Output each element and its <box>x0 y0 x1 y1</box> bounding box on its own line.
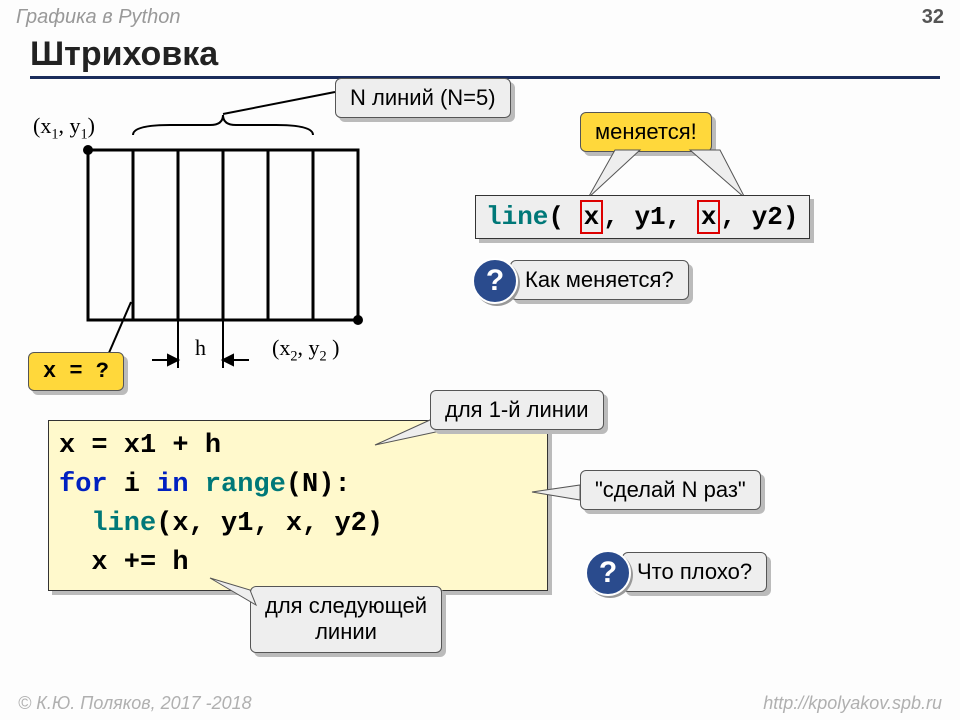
callout-first-line: для 1-й линии <box>430 390 604 430</box>
main-code-block: x = x1 + h for i in range(N): line(x, y1… <box>48 420 548 591</box>
question-icon-2: ? <box>585 550 631 596</box>
question-icon: ? <box>472 258 518 304</box>
slide-footer: © К.Ю. Поляков, 2017 -2018 http://kpolya… <box>0 693 960 714</box>
callout-how-changes: Как меняется? <box>510 260 689 300</box>
slide-header: Графика в Python 32 <box>0 0 960 29</box>
h-label: h <box>195 335 206 361</box>
coord-top-left: (x1, y1) <box>33 113 95 143</box>
callout-do-n: "сделай N раз" <box>580 470 761 510</box>
arg-x2: x <box>697 200 721 234</box>
callout-n-lines: N линий (N=5) <box>335 78 511 118</box>
arg-x1: x <box>580 200 604 234</box>
slide-title: Штриховка <box>30 35 960 74</box>
coord-bottom-right: (x2, y2 ) <box>272 335 339 365</box>
inline-code-line: line( x, y1, x, y2) <box>475 195 810 239</box>
callout-whats-bad: Что плохо? <box>622 552 767 592</box>
topic-label: Графика в Python <box>16 6 180 29</box>
callout-changes: меняется! <box>580 112 712 152</box>
callout-next-line: для следующей линии <box>250 586 442 653</box>
page-number: 32 <box>922 6 944 29</box>
copyright: © К.Ю. Поляков, 2017 -2018 <box>18 693 252 714</box>
fn-line: line <box>486 202 548 232</box>
callout-x-equals: x = ? <box>28 352 124 391</box>
footer-url: http://kpolyakov.spb.ru <box>763 693 942 714</box>
